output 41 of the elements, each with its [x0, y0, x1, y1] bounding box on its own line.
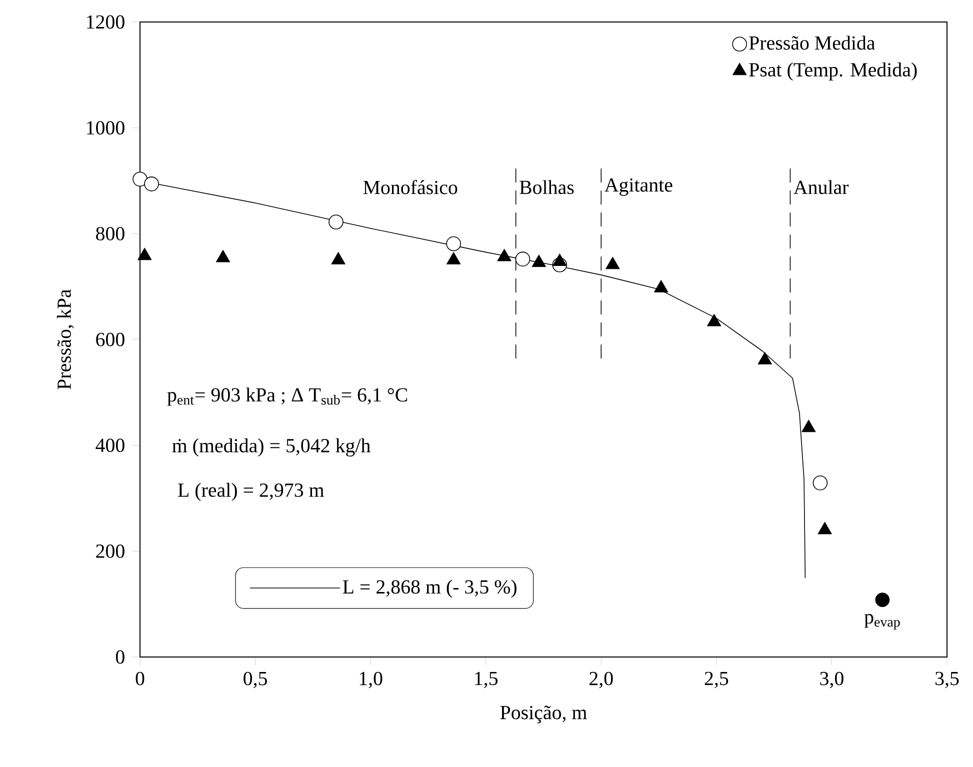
- point: [331, 252, 346, 264]
- point: [532, 254, 546, 267]
- point: [552, 254, 567, 266]
- point: [758, 352, 772, 364]
- annotation: p$_{evap}$: [864, 614, 900, 630]
- x-tick-label: 3,5: [936, 672, 959, 688]
- annotation: ṁ (medida) = 5,042 kg/h: [172, 438, 370, 457]
- annotation: p$_{ent}$= 903 kPa ; Δ T$_{sub}$= 6,1 °C: [167, 388, 408, 406]
- annotation: Monofásico: [363, 180, 458, 194]
- y-tick-label: 200: [96, 544, 124, 558]
- y-tick-label: 1000: [87, 121, 124, 135]
- legend-label: Pressão Medida: [749, 36, 875, 50]
- point: [802, 420, 816, 432]
- y-tick-label: 1200: [87, 15, 124, 29]
- x-tick-label: 2,5: [704, 672, 728, 688]
- legend-label: L = 2,868 m (- 3,5 %): [342, 580, 516, 598]
- ref-line-label: Anular: [794, 180, 849, 194]
- point: [446, 252, 461, 264]
- point: [497, 248, 512, 262]
- x-tick-label: 0: [136, 672, 144, 686]
- y-tick-label: 600: [96, 332, 124, 346]
- point: [654, 280, 668, 292]
- point: [818, 522, 832, 534]
- point: [216, 250, 230, 262]
- x-tick-label: 1,0: [360, 672, 382, 688]
- annotation: L (real) = 2,973 m: [178, 482, 324, 501]
- x-tick-label: 0,5: [244, 672, 267, 688]
- x-axis-title: Posição, m: [500, 706, 587, 724]
- y-tick-label: 400: [96, 438, 124, 452]
- x-tick-label: 3,0: [820, 672, 844, 688]
- ref-line-label: Agitante: [604, 178, 672, 196]
- point: [606, 256, 620, 270]
- point: [707, 314, 722, 326]
- point: [137, 248, 152, 260]
- y-axis-title: Pressão, kPa: [56, 289, 74, 390]
- legend-label: Psat (Temp. Medida): [749, 62, 917, 81]
- x-tick-label: 2,0: [590, 672, 613, 688]
- x-tick-label: 1,5: [475, 672, 498, 688]
- y-tick-label: 800: [96, 226, 124, 240]
- ref-line-label: Bolhas: [520, 180, 574, 194]
- y-tick-label: 0: [116, 650, 124, 664]
